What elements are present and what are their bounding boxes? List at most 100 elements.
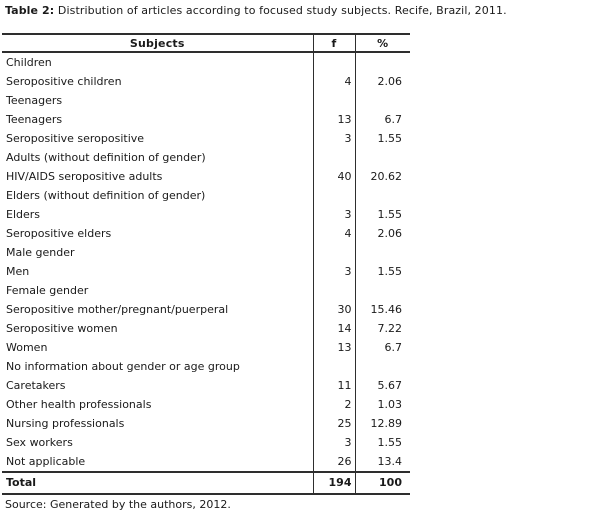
pct-cell: 13.4 [377,455,403,468]
f-cell [312,357,356,376]
pct-cell: 1.55 [377,436,403,449]
subject-cell: Seropositive mother/pregnant/puerperal [6,303,229,316]
subject-cell: Seropositive elders [6,227,112,240]
f-cell: 4 [312,224,356,243]
f-cell: 3 [312,262,356,281]
f-cell: 25 [312,414,356,433]
table-row: Caretakers 11 5.67 [2,376,410,395]
table-row: Not applicable 26 13.4 [2,452,410,472]
subject-cell: Male gender [6,246,75,259]
pct-cell: 2.06 [377,227,403,240]
f-cell: 26 [312,452,356,472]
table-row: Teenagers [2,91,410,110]
table-row: Children [2,52,410,72]
pct-cell: 5.67 [377,379,403,392]
table-row: Adults (without definition of gender) [2,148,410,167]
subject-cell: Not applicable [6,455,86,468]
subject-cell: Elders [6,208,41,221]
subject-cell: Elders (without definition of gender) [6,189,206,202]
table-row: HIV/AIDS seropositive adults 40 20.62 [2,167,410,186]
table-row: Male gender [2,243,410,262]
subject-cell: Adults (without definition of gender) [6,151,206,164]
table-row: Seropositive elders 4 2.06 [2,224,410,243]
total-label-cell: Total [2,471,313,495]
subject-cell: Seropositive seropositive [6,132,145,145]
subject-cell: Women [6,341,48,354]
pct-cell: 12.89 [370,417,403,430]
table-row: Elders (without definition of gender) [2,186,410,205]
subject-cell: Seropositive children [6,75,122,88]
subject-cell: HIV/AIDS seropositive adults [6,170,163,183]
table-title-label: Table 2: [5,4,55,17]
pct-cell [355,357,410,376]
table-row: Nursing professionals 25 12.89 [2,414,410,433]
column-header-f: f [312,33,356,53]
f-cell [312,281,356,300]
pct-cell: 1.55 [377,132,403,145]
pct-cell [355,91,410,110]
table-row: Female gender [2,281,410,300]
source-note: Source: Generated by the authors, 2012. [5,498,231,511]
pct-cell [355,281,410,300]
pct-cell [355,52,410,72]
table-row: Seropositive seropositive 3 1.55 [2,129,410,148]
table-row: Teenagers 13 6.7 [2,110,410,129]
table-title-text: Distribution of articles according to fo… [57,4,507,17]
f-cell [312,91,356,110]
f-cell: 13 [312,110,356,129]
f-cell [312,148,356,167]
column-header-subjects: Subjects [2,33,313,53]
table-row: Seropositive women 14 7.22 [2,319,410,338]
subject-cell: Nursing professionals [6,417,125,430]
table-title: Table 2: Distribution of articles accord… [5,4,600,17]
f-cell: 40 [312,167,356,186]
pct-cell: 1.55 [377,208,403,221]
subject-cell: Teenagers [6,94,63,107]
pct-cell: 20.62 [370,170,403,183]
f-cell: 13 [312,338,356,357]
table-row: Other health professionals 2 1.03 [2,395,410,414]
pct-cell: 1.55 [377,265,403,278]
pct-cell: 7.22 [377,322,403,335]
subject-cell: Other health professionals [6,398,152,411]
data-table: Subjects f % Children Seropositive childr… [2,33,410,495]
pct-cell [355,148,410,167]
pct-cell [355,243,410,262]
pct-cell: 6.7 [384,341,403,354]
f-cell: 3 [312,205,356,224]
pct-cell: 2.06 [377,75,403,88]
subject-cell: Caretakers [6,379,66,392]
table-row: Men 3 1.55 [2,262,410,281]
total-pct-cell: 100 [355,471,410,495]
table-row: Seropositive mother/pregnant/puerperal 30… [2,300,410,319]
subject-cell: Men [6,265,30,278]
f-cell: 3 [312,433,356,452]
f-cell [312,243,356,262]
f-cell: 11 [312,376,356,395]
pct-cell: 1.03 [377,398,403,411]
f-cell [312,52,356,72]
f-cell: 4 [312,72,356,91]
pct-cell [355,186,410,205]
total-row: Total 194 100 [2,471,410,495]
subject-cell: Sex workers [6,436,73,449]
pct-cell: 6.7 [384,113,403,126]
f-cell: 3 [312,129,356,148]
subject-cell: No information about gender or age group [6,360,240,373]
subject-cell: Seropositive women [6,322,118,335]
column-header-pct: % [355,33,410,53]
f-cell [312,186,356,205]
table-row: Sex workers 3 1.55 [2,433,410,452]
f-cell: 2 [312,395,356,414]
table-row: Seropositive children 4 2.06 [2,72,410,91]
table-row: No information about gender or age group [2,357,410,376]
f-cell: 30 [312,300,356,319]
page: Table 2: Distribution of articles accord… [0,4,600,514]
pct-cell: 15.46 [370,303,403,316]
subject-cell: Female gender [6,284,89,297]
table-row: Elders 3 1.55 [2,205,410,224]
table-row: Women 13 6.7 [2,338,410,357]
header-row: Subjects f % [2,33,410,53]
table-body: Children Seropositive children 4 2.06 Teenag… [2,52,410,472]
total-f-cell: 194 [312,471,356,495]
